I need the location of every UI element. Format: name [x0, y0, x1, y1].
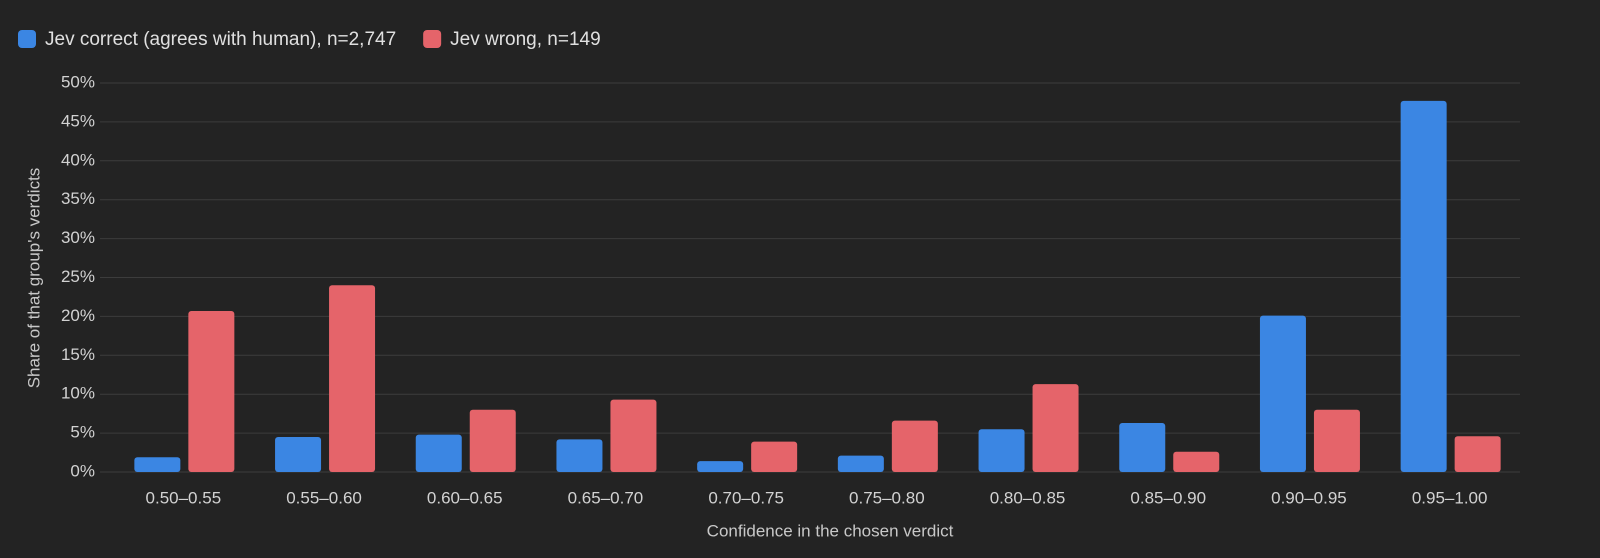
y-tick-label: 0% [70, 461, 95, 480]
x-tick-label: 0.90–0.95 [1271, 488, 1347, 507]
x-tick-label: 0.55–0.60 [286, 488, 362, 507]
y-tick-label: 45% [61, 111, 95, 130]
bar [978, 429, 1025, 472]
x-tick-label: 0.65–0.70 [568, 488, 644, 507]
y-tick-label: 40% [61, 150, 95, 169]
y-tick-label: 35% [61, 189, 95, 208]
bar [837, 455, 884, 472]
x-tick-label: 0.95–1.00 [1412, 488, 1488, 507]
legend-swatch [18, 30, 36, 48]
x-tick-label: 0.75–0.80 [849, 488, 925, 507]
bar [134, 457, 181, 472]
y-tick-label: 15% [61, 345, 95, 364]
x-tick-label: 0.80–0.85 [990, 488, 1066, 507]
bar [1032, 384, 1079, 472]
bar [751, 441, 798, 472]
bar [610, 399, 657, 472]
bar [275, 436, 322, 472]
bar [469, 409, 516, 472]
legend-swatch [423, 30, 442, 48]
legend-label: Jev wrong, n=149 [450, 29, 601, 50]
x-tick-label: 0.70–0.75 [708, 488, 784, 507]
x-tick-label: 0.60–0.65 [427, 488, 503, 507]
x-tick-label: 0.85–0.90 [1130, 488, 1206, 507]
y-tick-label: 5% [70, 423, 95, 442]
y-tick-label: 50% [61, 72, 95, 91]
y-axis-title: Share of that group's verdicts [24, 168, 43, 389]
bar [891, 420, 938, 472]
x-axis-title: Confidence in the chosen verdict [707, 521, 954, 540]
bar [1173, 451, 1220, 472]
x-tick-label: 0.50–0.55 [146, 488, 222, 507]
y-tick-label: 20% [61, 306, 95, 325]
y-tick-label: 30% [61, 228, 95, 247]
bar [329, 285, 376, 472]
bar [1313, 409, 1360, 472]
bar [1400, 100, 1447, 473]
bar [697, 461, 744, 472]
bar [1259, 315, 1306, 472]
bar [1119, 422, 1166, 472]
y-tick-label: 25% [61, 267, 95, 286]
bar [188, 310, 235, 472]
legend-label: Jev correct (agrees with human), n=2,747 [45, 29, 396, 50]
bar [556, 439, 603, 472]
y-tick-label: 10% [61, 384, 95, 403]
bar [415, 434, 462, 472]
bar [1454, 436, 1501, 472]
